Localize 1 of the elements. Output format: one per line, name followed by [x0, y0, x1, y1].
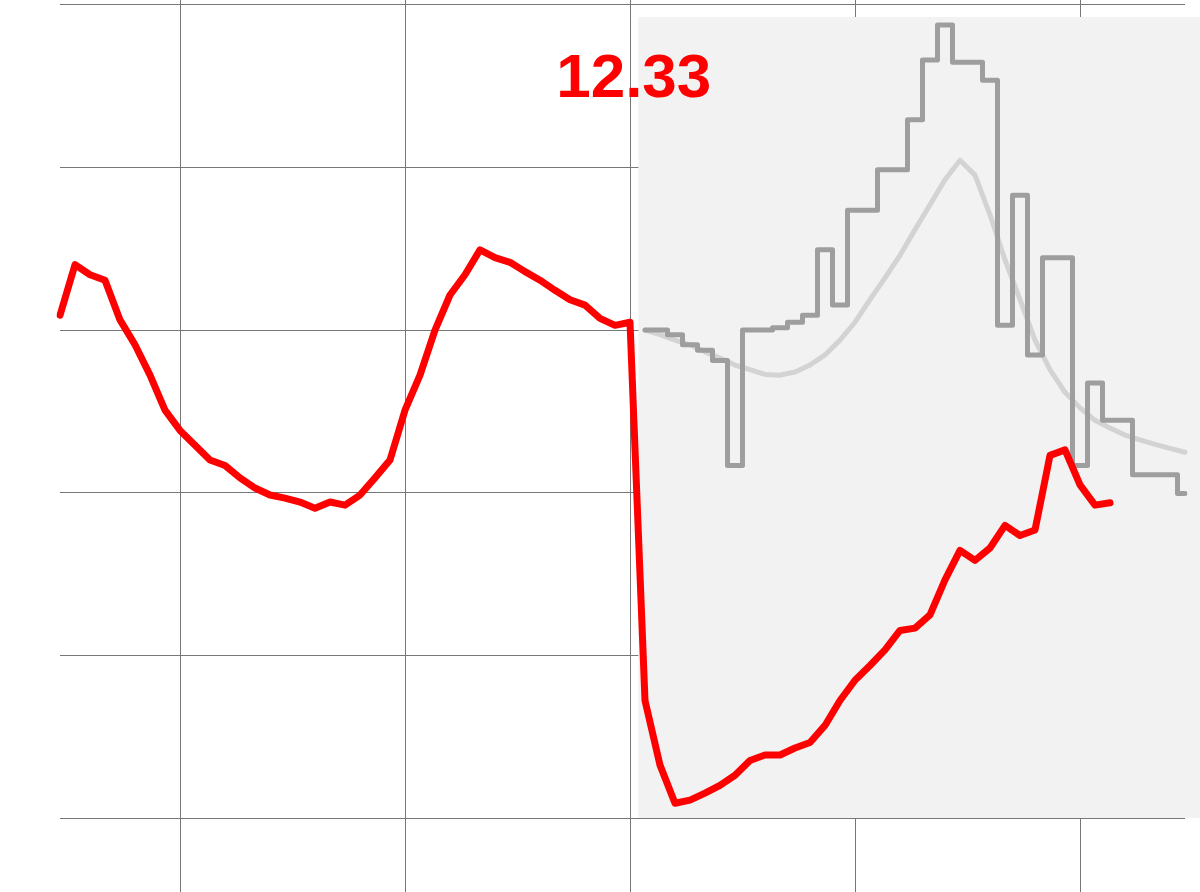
annotation: 12.33: [556, 41, 712, 111]
